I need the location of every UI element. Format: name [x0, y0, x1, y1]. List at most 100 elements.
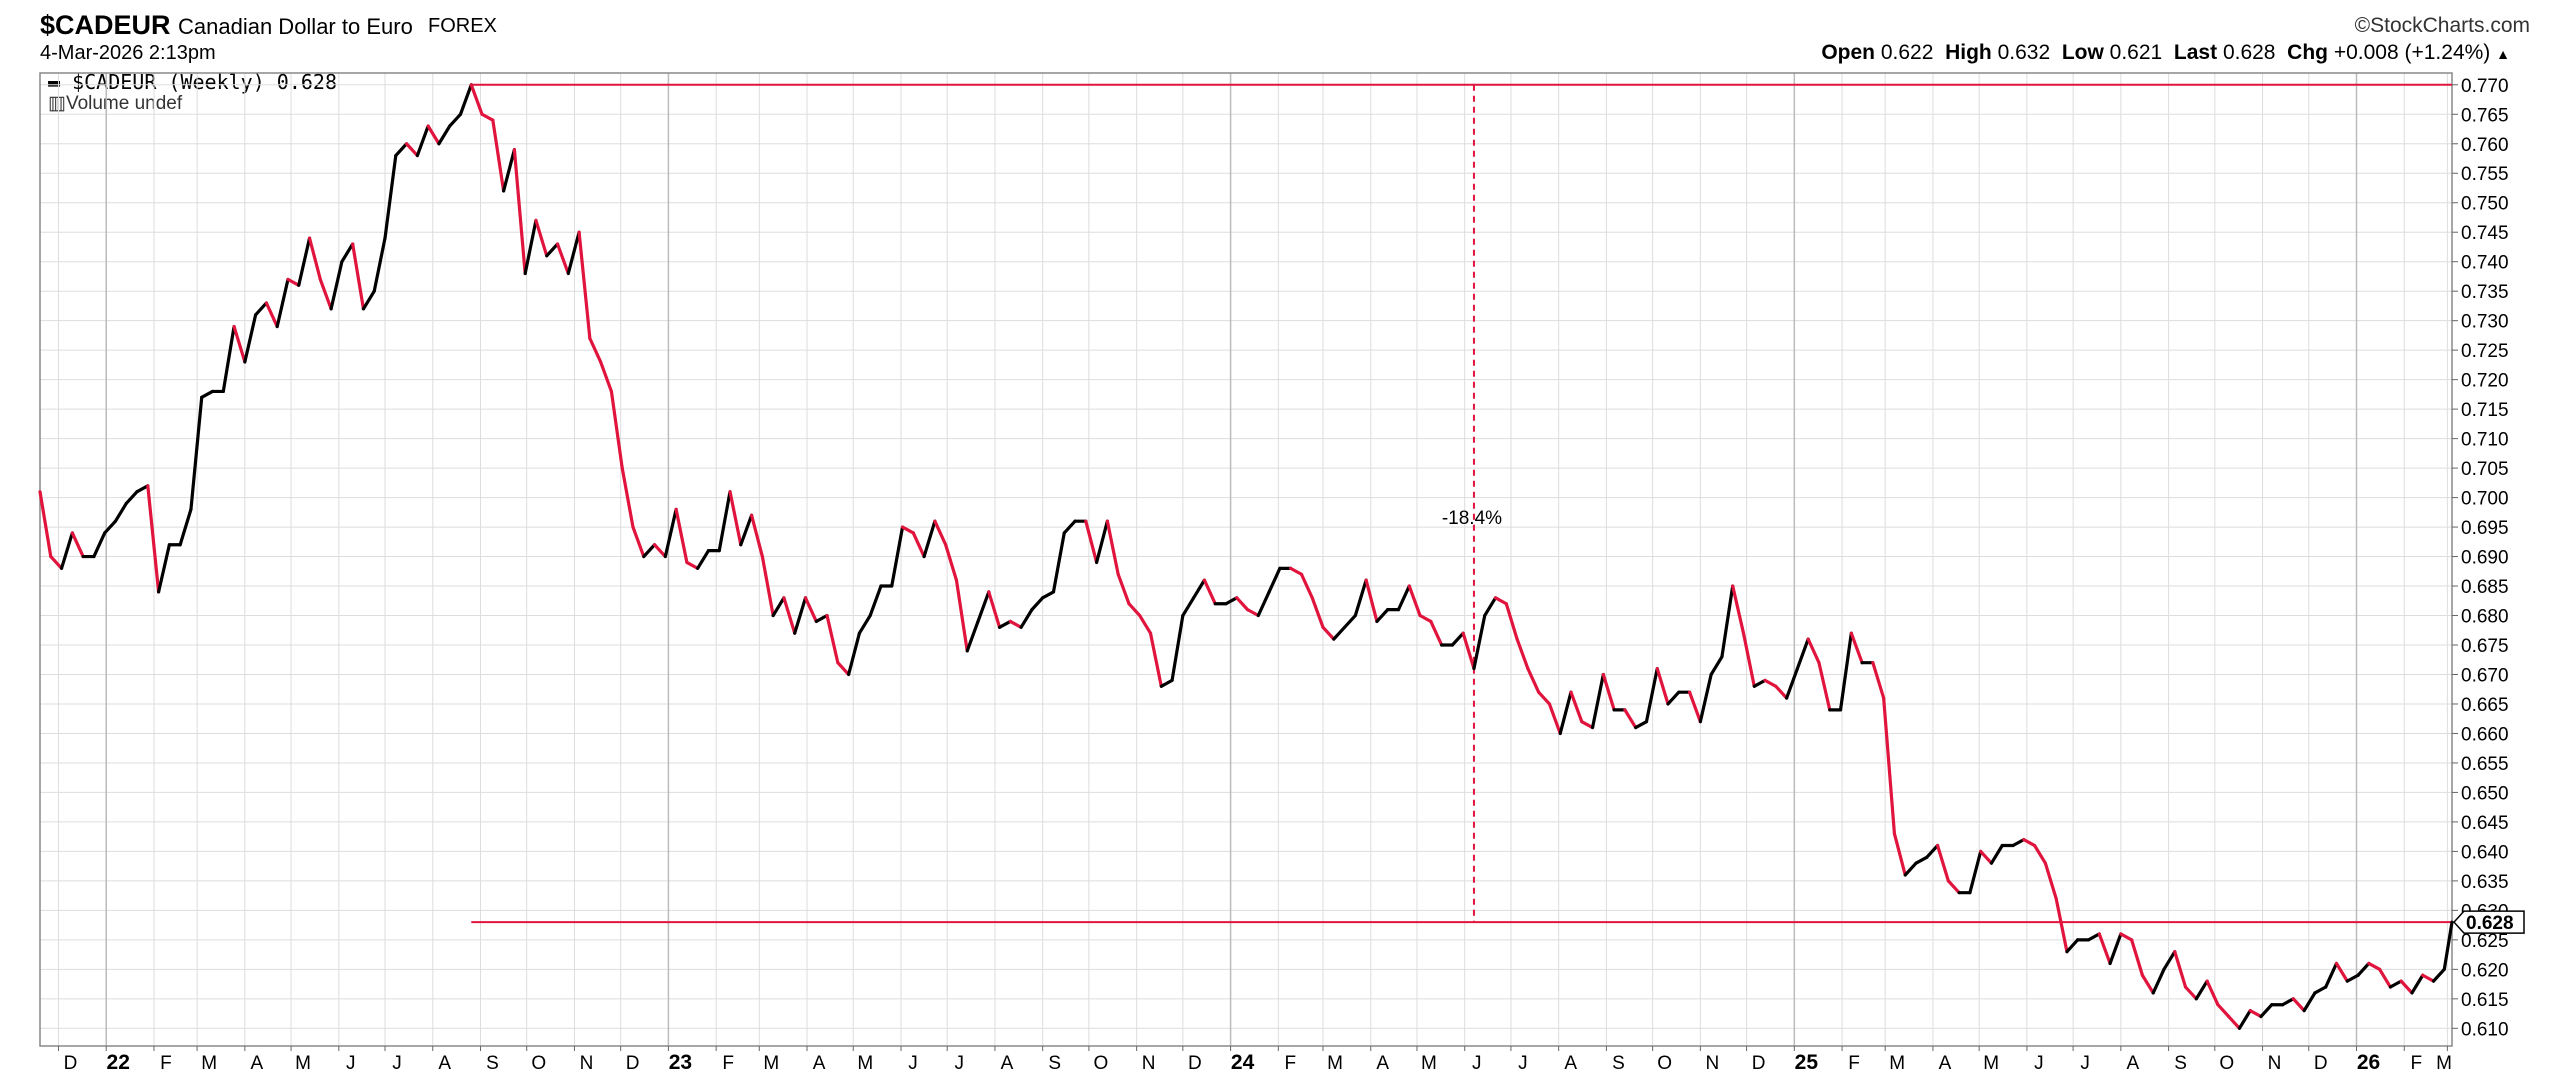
price-segment — [2194, 979, 2209, 1001]
price-segment — [1461, 631, 1476, 671]
x-tick-label: D — [2314, 1053, 2328, 1074]
x-tick-label: N — [580, 1053, 594, 1074]
price-segment — [739, 513, 754, 547]
price-segment — [1267, 566, 1282, 594]
y-tick-label: 0.700 — [2461, 489, 2509, 510]
price-segment — [685, 560, 700, 570]
y-tick-label: 0.620 — [2461, 960, 2509, 981]
price-segment — [2032, 843, 2047, 865]
price-segment — [2313, 985, 2328, 995]
price-segment — [566, 230, 581, 276]
x-tick-label: D — [626, 1053, 640, 1074]
price-segment — [113, 501, 128, 523]
price-segment — [1041, 590, 1056, 600]
price-segment — [1838, 631, 1853, 712]
price-segment — [782, 596, 797, 635]
price-segment — [1795, 637, 1810, 671]
price-segment — [1763, 678, 1778, 688]
price-segment — [2086, 932, 2101, 942]
price-segment — [652, 543, 667, 559]
last-value-label: 0.628 — [2466, 913, 2514, 934]
price-segment — [340, 242, 355, 264]
price-segment — [1256, 590, 1271, 618]
price-segment — [1569, 690, 1584, 724]
price-segment — [318, 277, 333, 311]
price-segment — [1752, 678, 1767, 688]
price-segment — [2442, 920, 2454, 971]
x-tick-label: F — [722, 1053, 734, 1074]
y-tick-label: 0.710 — [2461, 430, 2509, 451]
y-tick-label: 0.740 — [2461, 253, 2509, 274]
price-segment — [1601, 672, 1616, 712]
price-segment — [1968, 849, 1983, 895]
x-tick-label: N — [1706, 1053, 1720, 1074]
y-tick-label: 0.715 — [2461, 400, 2509, 421]
y-tick-label: 0.705 — [2461, 459, 2509, 480]
price-segment — [437, 124, 452, 146]
y-tick-label: 0.655 — [2461, 754, 2509, 775]
y-tick-label: 0.625 — [2461, 931, 2509, 952]
price-segment — [103, 519, 118, 535]
volume-bars-icon: ▥ — [48, 93, 66, 114]
x-tick-label: F — [160, 1053, 172, 1074]
price-segment — [1515, 637, 1530, 671]
price-segment — [997, 619, 1012, 629]
price-segment — [124, 490, 139, 506]
price-segment — [944, 543, 959, 582]
y-tick-label: 0.645 — [2461, 813, 2509, 834]
price-segment — [857, 613, 872, 635]
price-segment — [1590, 672, 1605, 730]
price-segment — [836, 661, 851, 677]
price-segment — [1094, 519, 1109, 565]
price-segment — [1159, 678, 1174, 688]
price-segment — [1849, 631, 1864, 665]
price-segment — [1989, 843, 2004, 865]
price-segment — [2065, 938, 2080, 954]
price-segment — [2183, 985, 2198, 1001]
price-segment — [2162, 950, 2177, 971]
price-segment — [2022, 838, 2037, 848]
price-segment — [2280, 997, 2295, 1007]
price-segment — [383, 153, 398, 240]
up-arrow-icon: ▲ — [2496, 46, 2510, 62]
price-segment — [70, 531, 85, 559]
chg-label: Chg — [2287, 41, 2328, 64]
x-tick-label: M — [763, 1053, 779, 1074]
price-segment — [1235, 596, 1250, 612]
price-segment — [1935, 843, 1950, 883]
y-tick-label: 0.735 — [2461, 282, 2509, 303]
x-tick-label: 26 — [2357, 1051, 2380, 1074]
price-segment — [2227, 1014, 2242, 1030]
x-tick-label: S — [2174, 1053, 2187, 1074]
price-segment — [1429, 619, 1444, 647]
brand-label[interactable]: ©StockCharts.com — [2355, 14, 2530, 38]
price-segment — [1644, 666, 1659, 724]
x-tick-label: J — [346, 1053, 356, 1074]
x-tick-label: M — [1983, 1053, 1999, 1074]
price-segment — [1687, 690, 1702, 724]
x-tick-label: O — [1094, 1053, 1109, 1074]
x-tick-label: O — [531, 1053, 546, 1074]
price-segment — [49, 554, 64, 570]
plot-frame — [39, 72, 2453, 1047]
y-tick-label: 0.615 — [2461, 990, 2509, 1011]
open-value: 0.622 — [1880, 41, 1934, 64]
y-tick-label: 0.725 — [2461, 341, 2509, 362]
price-segment — [2216, 1003, 2231, 1019]
price-segment — [351, 242, 366, 311]
price-segment — [976, 590, 991, 624]
price-segment — [146, 484, 161, 594]
price-segment — [512, 148, 527, 276]
price-segment — [1537, 690, 1552, 706]
price-segment — [1806, 637, 1821, 665]
price-segment — [987, 590, 1002, 629]
price-segment — [1655, 666, 1670, 706]
price-segment — [760, 554, 775, 618]
y-tick-label: 0.675 — [2461, 636, 2509, 657]
price-segment — [620, 466, 635, 529]
price-segment — [954, 578, 969, 653]
legend-line-icon: ▬ — [48, 70, 61, 94]
price-segment — [2011, 838, 2026, 848]
y-tick-label: 0.760 — [2461, 135, 2509, 156]
